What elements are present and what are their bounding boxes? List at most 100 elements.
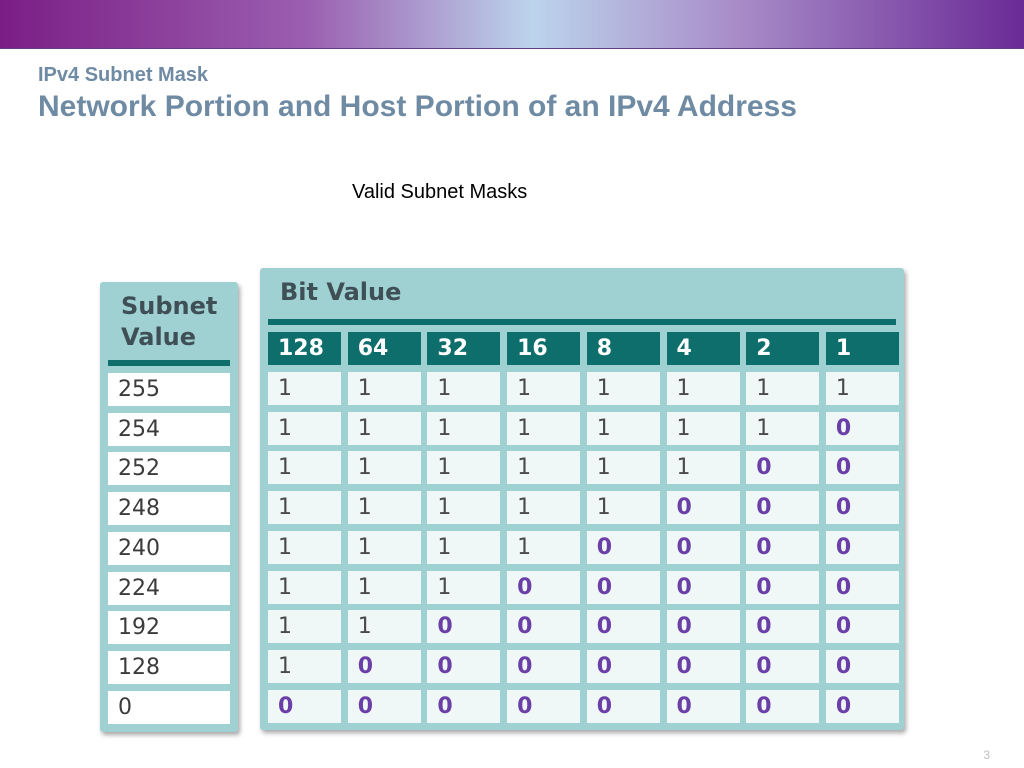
- bit-cell-one: 1: [507, 491, 581, 525]
- bit-cell-one: 1: [427, 530, 501, 564]
- bit-cell-one: 1: [268, 570, 341, 604]
- subnet-value-cell: 254: [108, 412, 230, 446]
- subnet-value-cell: 128: [108, 650, 230, 684]
- bit-cell-one: 1: [666, 411, 740, 445]
- bit-cell-zero: 0: [586, 570, 660, 604]
- bit-cell-zero: 0: [507, 570, 581, 604]
- bit-cell-one: 1: [268, 411, 341, 445]
- bit-cell-one: 1: [507, 411, 581, 445]
- bit-cell-one: 1: [347, 570, 421, 604]
- page-number: 3: [983, 748, 990, 762]
- subnet-value-cell: 192: [108, 611, 230, 645]
- bit-cell-zero: 0: [746, 491, 820, 525]
- bit-cell-zero: 0: [666, 649, 740, 683]
- bit-cell-zero: 0: [347, 689, 421, 723]
- bit-value-header-cell: 4: [666, 332, 740, 365]
- bit-cell-one: 1: [507, 530, 581, 564]
- bit-cell-zero: 0: [825, 689, 899, 723]
- bit-cell-one: 1: [347, 372, 421, 405]
- bit-cell-zero: 0: [586, 689, 660, 723]
- bit-cell-zero: 0: [825, 411, 899, 445]
- bit-cell-one: 1: [347, 451, 421, 485]
- bit-value-header-cell: 32: [427, 332, 501, 365]
- bit-value-header-cell: 1: [825, 332, 899, 365]
- bit-cell-zero: 0: [666, 491, 740, 525]
- bit-cell-zero: 0: [427, 649, 501, 683]
- bit-cell-zero: 0: [746, 649, 820, 683]
- bit-cell-one: 1: [507, 451, 581, 485]
- bit-cell-zero: 0: [825, 649, 899, 683]
- bit-cell-zero: 0: [507, 689, 581, 723]
- bit-cell-one: 1: [427, 491, 501, 525]
- bit-cell-zero: 0: [268, 689, 341, 723]
- bit-cell-one: 1: [347, 530, 421, 564]
- bit-cell-one: 1: [746, 372, 820, 405]
- subnet-value-cell: 224: [108, 571, 230, 605]
- bit-cell-zero: 0: [746, 689, 820, 723]
- bit-cell-zero: 0: [746, 610, 820, 644]
- slide-title: Network Portion and Host Portion of an I…: [38, 90, 797, 123]
- subnet-value-header: Subnet Value: [121, 292, 218, 351]
- subnet-value-cell: 240: [108, 531, 230, 565]
- bit-value-header-cell: 2: [746, 332, 820, 365]
- bit-cell-one: 1: [427, 372, 501, 405]
- bit-cell-one: 1: [666, 451, 740, 485]
- bit-cell-zero: 0: [666, 530, 740, 564]
- bit-cell-zero: 0: [746, 570, 820, 604]
- bit-cell-one: 1: [586, 372, 660, 405]
- bit-value-header-cell: 16: [507, 332, 581, 365]
- bit-cell-one: 1: [268, 451, 341, 485]
- bit-cell-zero: 0: [746, 530, 820, 564]
- bit-cell-zero: 0: [666, 689, 740, 723]
- bit-cell-zero: 0: [746, 451, 820, 485]
- bit-cell-one: 1: [347, 610, 421, 644]
- bit-cell-zero: 0: [427, 610, 501, 644]
- subnet-value-cell: 0: [108, 690, 230, 724]
- bit-cell-one: 1: [427, 451, 501, 485]
- bit-value-header: Bit Value: [280, 278, 402, 306]
- bit-cell-zero: 0: [427, 689, 501, 723]
- bit-cell-one: 1: [427, 411, 501, 445]
- bit-cell-one: 1: [268, 649, 341, 683]
- table-caption: Valid Subnet Masks: [352, 181, 528, 203]
- bit-cell-one: 1: [586, 411, 660, 445]
- subnet-header-rule: [108, 360, 230, 366]
- bit-cell-one: 1: [586, 491, 660, 525]
- bit-cell-zero: 0: [825, 530, 899, 564]
- bit-cell-zero: 0: [507, 649, 581, 683]
- bit-cell-zero: 0: [825, 451, 899, 485]
- bit-value-header-cell: 128: [268, 332, 341, 365]
- bit-cell-zero: 0: [825, 570, 899, 604]
- bit-cell-zero: 0: [666, 570, 740, 604]
- bit-cell-one: 1: [586, 451, 660, 485]
- bit-cell-one: 1: [268, 610, 341, 644]
- subnet-value-cell: 252: [108, 452, 230, 486]
- bit-cell-zero: 0: [825, 491, 899, 525]
- bit-header-rule: [268, 319, 896, 325]
- bit-cell-zero: 0: [507, 610, 581, 644]
- bit-cell-zero: 0: [666, 610, 740, 644]
- bit-cell-one: 1: [268, 530, 341, 564]
- top-decorative-band: [0, 0, 1024, 49]
- bit-value-header-cell: 8: [586, 332, 660, 365]
- subnet-value-cell: 248: [108, 492, 230, 526]
- bit-cell-zero: 0: [586, 649, 660, 683]
- bit-cell-one: 1: [746, 411, 820, 445]
- bit-cell-one: 1: [666, 372, 740, 405]
- bit-cell-one: 1: [427, 570, 501, 604]
- bit-cell-one: 1: [507, 372, 581, 405]
- bit-value-panel: Bit Value 128 64 32 16 8 4 2 1 1 1 1 1 1 1 1 1 1 1 1 1 1 1 1 0 1…: [260, 268, 904, 730]
- subnet-value-cell: 255: [108, 373, 230, 406]
- subnet-value-panel: Subnet Value 255 254 252 248 240 224 192 128 0: [100, 282, 238, 732]
- slide-subtitle: IPv4 Subnet Mask: [38, 64, 209, 86]
- bit-cell-zero: 0: [586, 610, 660, 644]
- bit-value-header-cell: 64: [347, 332, 421, 365]
- bit-cell-one: 1: [268, 372, 341, 405]
- bit-cell-one: 1: [268, 491, 341, 525]
- bit-cell-one: 1: [347, 411, 421, 445]
- bit-cell-zero: 0: [825, 610, 899, 644]
- bit-cell-one: 1: [825, 372, 899, 405]
- bit-cell-zero: 0: [586, 530, 660, 564]
- bit-cell-one: 1: [347, 491, 421, 525]
- bit-cell-zero: 0: [347, 649, 421, 683]
